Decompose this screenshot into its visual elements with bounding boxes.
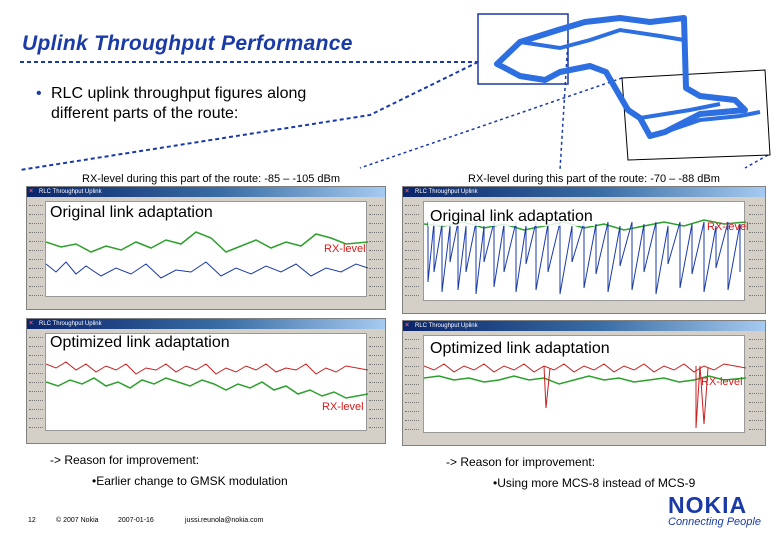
right-axis (749, 199, 763, 301)
close-icon[interactable]: × (29, 188, 34, 195)
window-titlebar[interactable]: × RLC Throughput Uplink (403, 321, 765, 331)
window-titlebar[interactable]: × RLC Throughput Uplink (403, 187, 765, 197)
left-axis (405, 333, 419, 433)
rx-label-bottom-left: RX-level (322, 401, 364, 413)
footer-date: 2007-01-16 (118, 517, 154, 524)
window-title: RLC Throughput Uplink (415, 323, 478, 329)
logo-brand: NOKIA (668, 492, 748, 518)
chart-window-top-right: × RLC Throughput Uplink (402, 186, 766, 314)
reason-left-detail: •Earlier change to GMSK modulation (92, 474, 288, 488)
caption-left: RX-level during this part of the route: … (82, 173, 341, 185)
bullet-text: RLC uplink throughput figures along diff… (51, 85, 307, 122)
reason-right-detail: •Using more MCS-8 instead of MCS-9 (493, 476, 696, 490)
label-top-right: Original link adaptation (428, 208, 595, 226)
rx-label-top-right: RX-level (707, 221, 749, 233)
throughput-plot (423, 363, 747, 429)
window-titlebar[interactable]: × RLC Throughput Uplink (27, 187, 385, 197)
reason-left-heading: -> Reason for improvement: (50, 453, 200, 467)
logo-tagline: Connecting People (668, 516, 761, 528)
slide-title: Uplink Throughput Performance (22, 32, 353, 55)
left-axis (405, 199, 419, 301)
close-icon[interactable]: × (29, 320, 34, 327)
nokia-logo: NOKIA Connecting People (668, 492, 761, 528)
right-axis (369, 331, 383, 431)
label-bottom-left: Optimized link adaptation (48, 334, 232, 352)
caption-right: RX-level during this part of the route: … (468, 173, 720, 185)
reason-right-heading: -> Reason for improvement: (446, 455, 596, 469)
throughput-plot (45, 231, 369, 279)
left-axis (29, 199, 43, 297)
window-title: RLC Throughput Uplink (39, 321, 102, 327)
close-icon[interactable]: × (405, 188, 410, 195)
label-top-left: Original link adaptation (48, 204, 215, 222)
bullet-icon: • (36, 85, 42, 102)
label-bottom-right: Optimized link adaptation (428, 340, 612, 358)
right-axis (369, 199, 383, 297)
page-number: 12 (28, 517, 36, 524)
close-icon[interactable]: × (405, 322, 410, 329)
throughput-plot (423, 219, 747, 295)
rx-label-top-left: RX-level (324, 243, 366, 255)
throughput-plot (45, 361, 369, 399)
right-axis (749, 333, 763, 433)
left-axis (29, 331, 43, 431)
bullet-point: • RLC uplink throughput figures along di… (36, 84, 366, 124)
window-title: RLC Throughput Uplink (415, 189, 478, 195)
window-title: RLC Throughput Uplink (39, 189, 102, 195)
footer-email: jussi.reunola@nokia.com (185, 517, 264, 524)
window-titlebar[interactable]: × RLC Throughput Uplink (27, 319, 385, 329)
footer-copyright: © 2007 Nokia (56, 517, 99, 524)
rx-label-bottom-right: RX-level (701, 376, 743, 388)
